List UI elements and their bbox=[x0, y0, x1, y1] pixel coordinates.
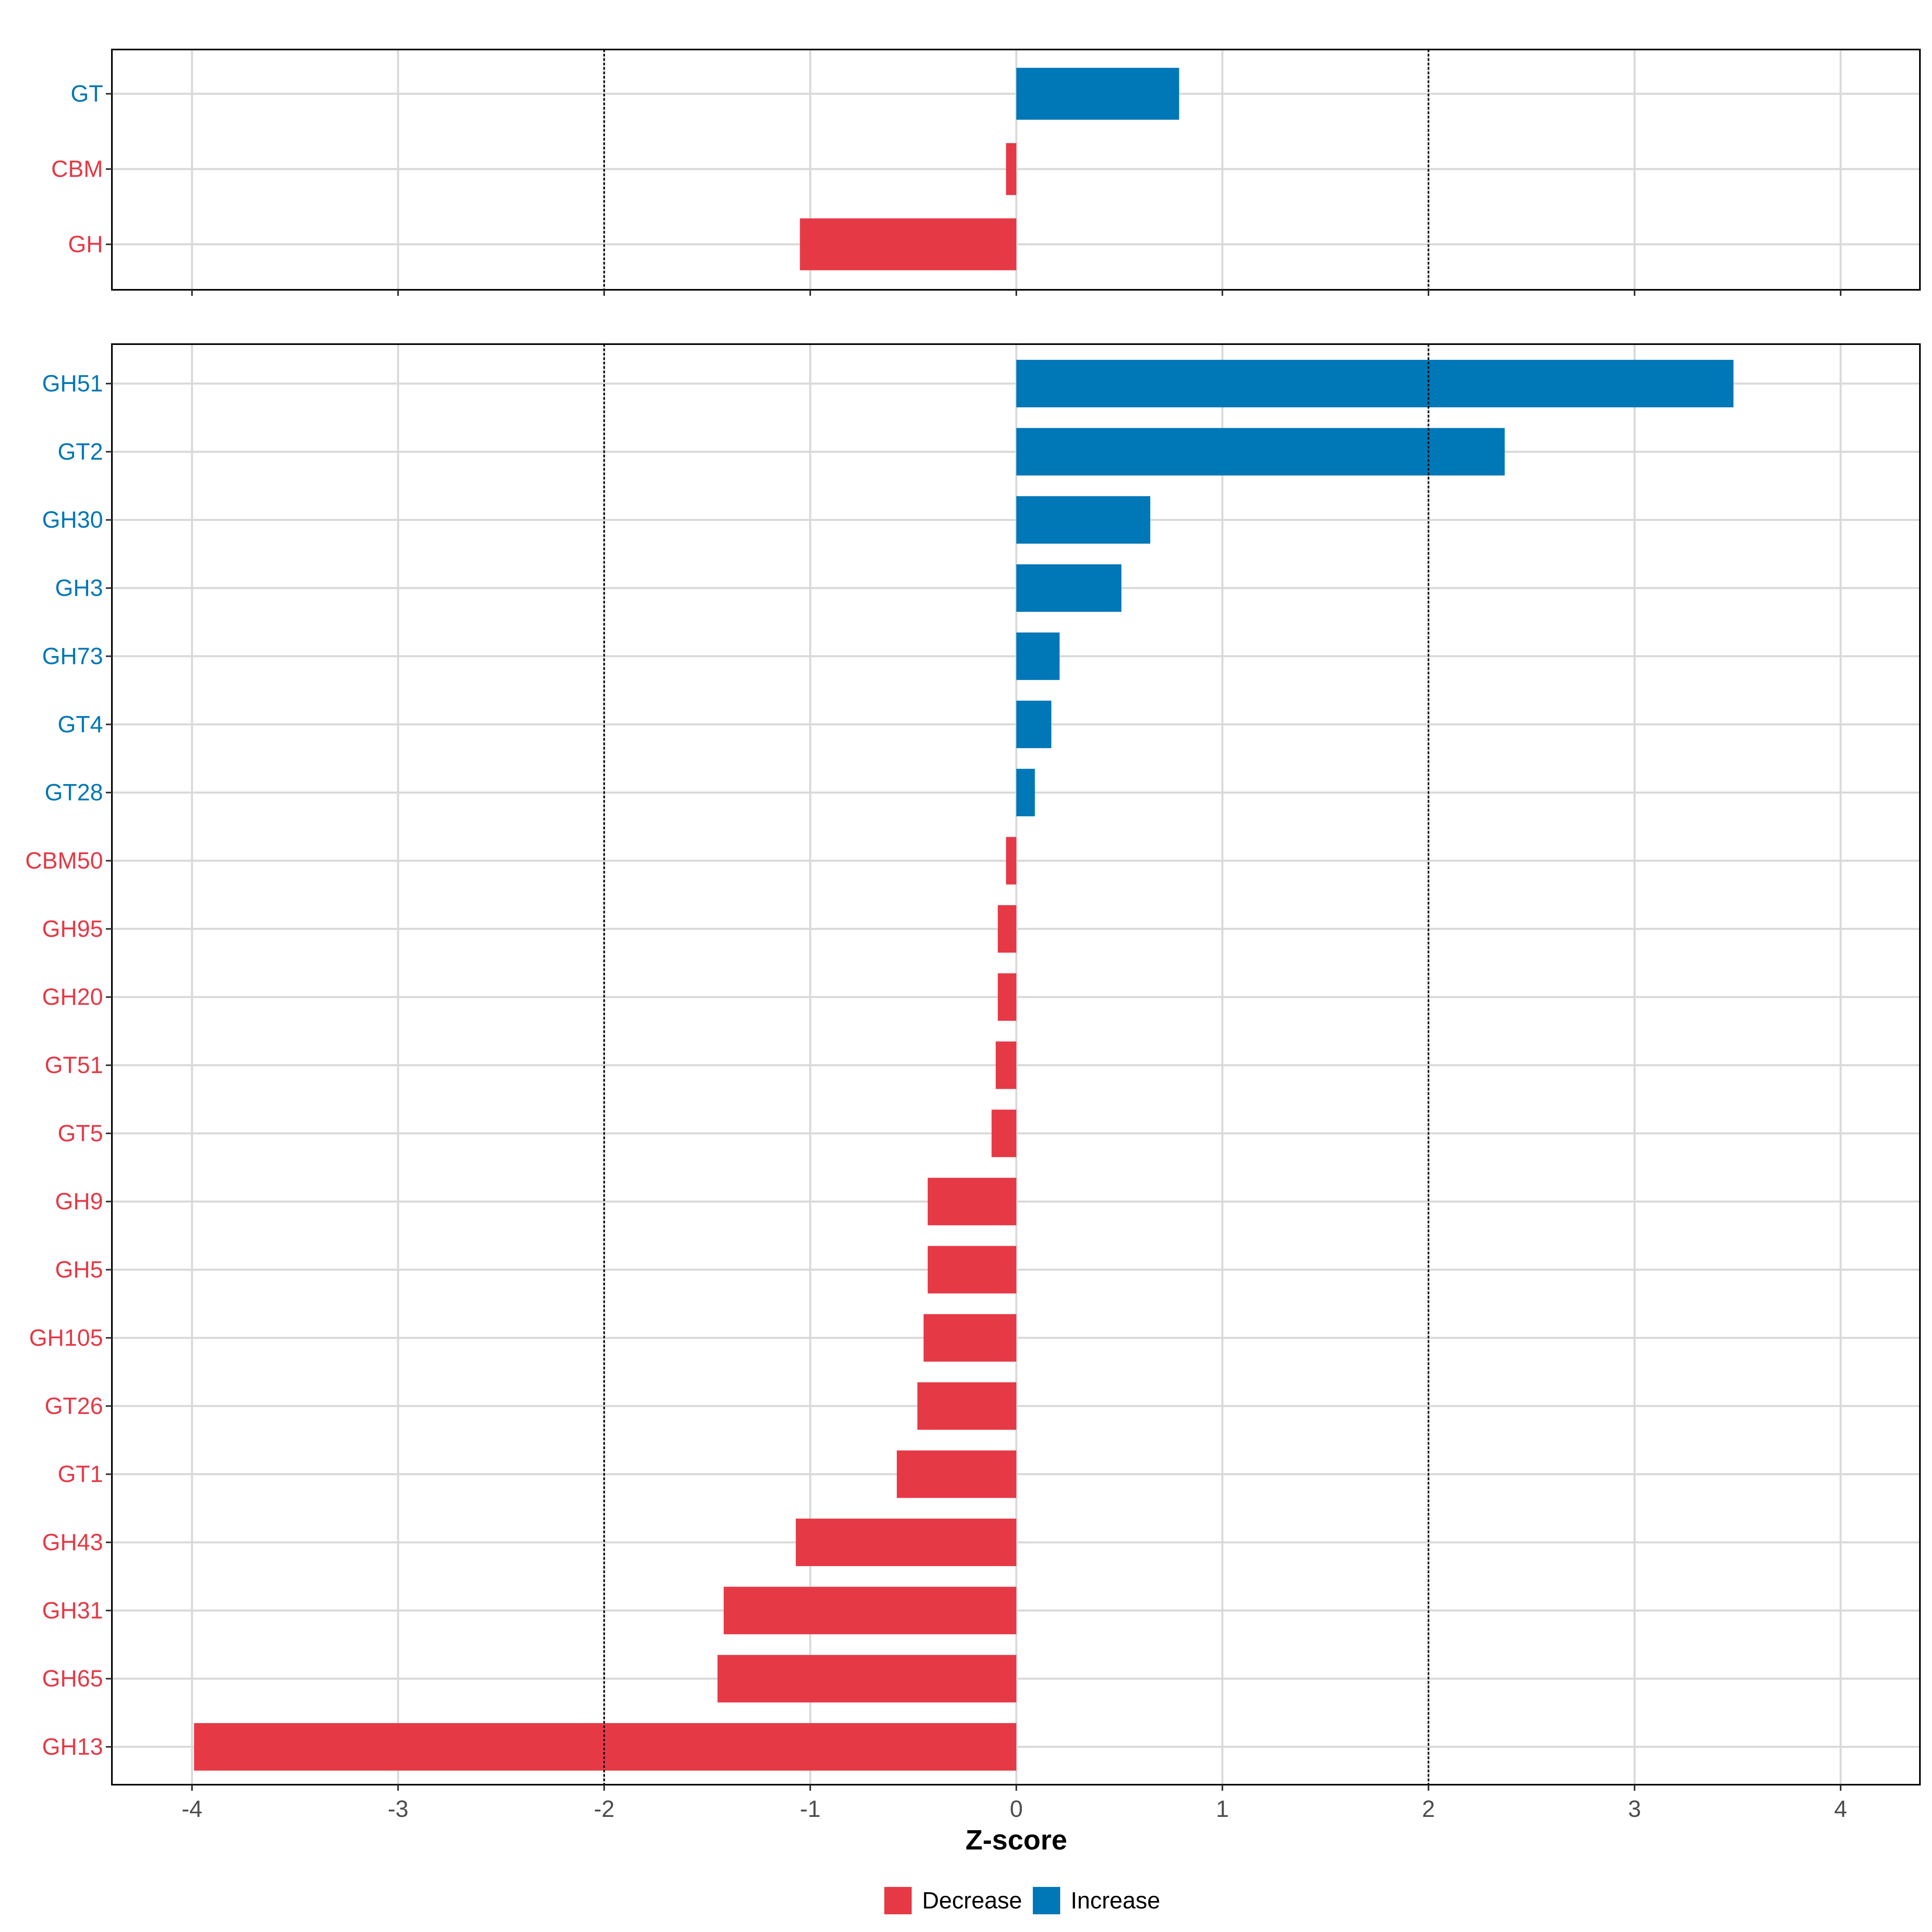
bar-GT26 bbox=[917, 1382, 1016, 1430]
y-tick-label: GH3 bbox=[55, 575, 103, 601]
y-tick-label: GH30 bbox=[42, 507, 103, 533]
y-tick-label: GH95 bbox=[42, 916, 103, 942]
y-tick-label: GH43 bbox=[42, 1529, 103, 1555]
y-tick-label: GH9 bbox=[55, 1189, 103, 1215]
bar-GT28 bbox=[1016, 769, 1035, 817]
y-tick-label: GH13 bbox=[42, 1734, 103, 1760]
y-tick-label: GT4 bbox=[58, 711, 103, 737]
x-tick-label: 4 bbox=[1834, 1796, 1847, 1822]
y-tick-label: GH bbox=[68, 231, 103, 258]
x-tick-label: -1 bbox=[800, 1796, 821, 1822]
y-tick-label: GH20 bbox=[42, 984, 103, 1010]
bar-GH13 bbox=[194, 1723, 1016, 1771]
legend: Decrease Increase bbox=[884, 1887, 1160, 1914]
bar-GT bbox=[1016, 68, 1179, 120]
y-tick-label: GT2 bbox=[58, 439, 103, 465]
y-tick-label: GT1 bbox=[58, 1461, 103, 1487]
y-tick-label: GH105 bbox=[29, 1325, 103, 1351]
bar-GH5 bbox=[927, 1246, 1016, 1294]
x-tick-label: 3 bbox=[1628, 1796, 1641, 1822]
legend-swatch-decrease bbox=[884, 1887, 912, 1914]
x-axis-title: Z-score bbox=[966, 1824, 1067, 1856]
bar-GT5 bbox=[991, 1109, 1016, 1157]
bar-GH51 bbox=[1016, 360, 1734, 407]
x-tick-label: 1 bbox=[1216, 1796, 1229, 1822]
bar-GH65 bbox=[717, 1655, 1016, 1703]
bar-GH31 bbox=[723, 1587, 1016, 1635]
y-tick-label: GH5 bbox=[55, 1257, 103, 1283]
x-tick-label: 2 bbox=[1422, 1796, 1435, 1822]
bar-GH43 bbox=[796, 1518, 1016, 1566]
y-tick-label: GH31 bbox=[42, 1598, 103, 1624]
legend-swatch-increase bbox=[1033, 1887, 1060, 1914]
bar-GH73 bbox=[1016, 632, 1060, 680]
legend-label-decrease: Decrease bbox=[922, 1888, 1022, 1914]
bar-GH105 bbox=[923, 1314, 1016, 1362]
bar-GT4 bbox=[1016, 700, 1052, 748]
y-tick-label: GT5 bbox=[58, 1120, 103, 1146]
y-tick-label: GH73 bbox=[42, 643, 103, 669]
bar-GH9 bbox=[927, 1178, 1016, 1226]
y-tick-label: GH65 bbox=[42, 1666, 103, 1692]
y-tick-label: GT28 bbox=[45, 780, 103, 806]
x-tick-label: -3 bbox=[388, 1796, 409, 1822]
x-tick-label: -2 bbox=[594, 1796, 615, 1822]
bar-GH bbox=[800, 218, 1016, 270]
x-tick-label: 0 bbox=[1010, 1796, 1023, 1822]
bar-GH30 bbox=[1016, 496, 1150, 544]
y-tick-label: CBM bbox=[51, 156, 103, 182]
bar-CBM50 bbox=[1006, 837, 1016, 885]
y-tick-label: GT bbox=[70, 81, 103, 107]
bar-GT1 bbox=[897, 1450, 1016, 1498]
x-tick-label: -4 bbox=[182, 1796, 202, 1822]
y-tick-label: GT51 bbox=[45, 1052, 103, 1078]
y-tick-label: GH51 bbox=[42, 371, 103, 397]
panel-1: GT CBM GH bbox=[51, 49, 1921, 296]
legend-label-increase: Increase bbox=[1071, 1888, 1160, 1914]
bar-GH20 bbox=[997, 973, 1016, 1021]
panel-2: GH51 GT2 GH30 GH3 GH73 GT4 GT28 CBM50 GH95 GH20 GT… bbox=[25, 343, 1921, 1791]
bar-GT51 bbox=[995, 1041, 1016, 1089]
bar-GH95 bbox=[997, 905, 1016, 953]
y-tick-label: CBM50 bbox=[25, 848, 103, 874]
bar-CBM bbox=[1006, 143, 1016, 195]
bar-GT2 bbox=[1016, 428, 1505, 476]
bar-GH3 bbox=[1016, 564, 1122, 612]
y-tick-label: GT26 bbox=[45, 1393, 103, 1419]
